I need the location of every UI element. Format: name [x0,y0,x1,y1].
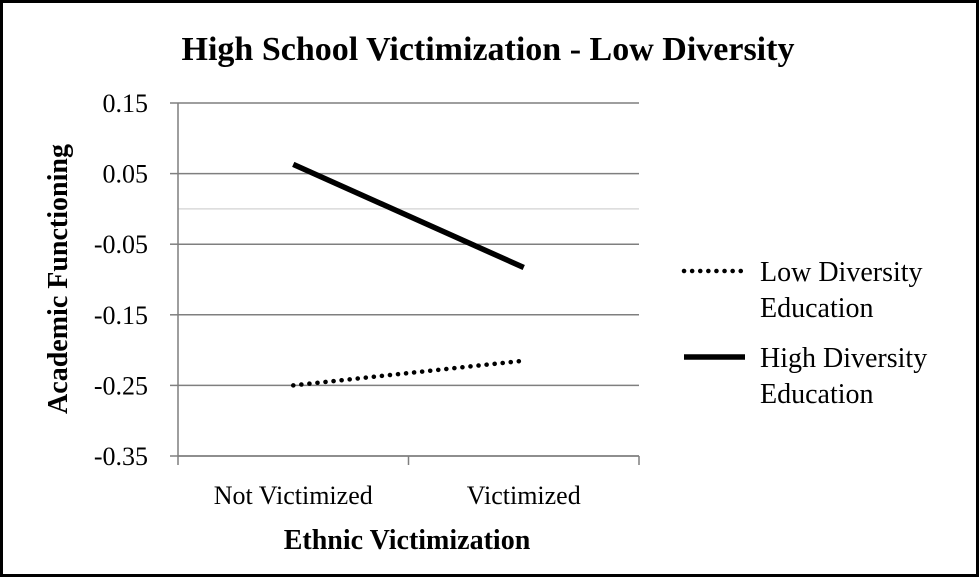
series-line-high-diversity [292,161,525,271]
axes [170,102,640,465]
x-axis-label: Ethnic Victimization [284,525,531,556]
line-chart: High School Victimization - Low Diversit… [43,31,927,556]
legend-label: Education [760,379,874,410]
x-tick-label: Victimized [467,481,581,510]
y-tick-label: -0.35 [94,442,148,471]
y-tick-label: 0.05 [103,160,149,189]
x-tick-label: Not Victimized [214,481,373,510]
y-tick-label: -0.05 [94,230,148,259]
y-axis-ticks: 0.15 0.05 -0.05 -0.15 -0.25 -0.35 [94,89,148,471]
y-tick-label: 0.15 [103,89,149,118]
x-axis-ticks: Not Victimized Victimized [214,481,581,510]
series-line-low-diversity [291,358,526,388]
legend-label: High Diversity [760,343,927,374]
chart-title: High School Victimization - Low Diversit… [182,31,795,68]
series-lines [291,161,526,388]
gridlines [178,102,639,457]
legend-label: Education [760,293,874,324]
legend-label: Low Diversity [760,257,923,288]
y-tick-label: -0.15 [94,301,148,330]
y-axis-label: Academic Functioning [43,144,74,414]
legend: Low Diversity Education High Diversity Educ… [681,257,927,410]
y-tick-label: -0.25 [94,371,148,400]
